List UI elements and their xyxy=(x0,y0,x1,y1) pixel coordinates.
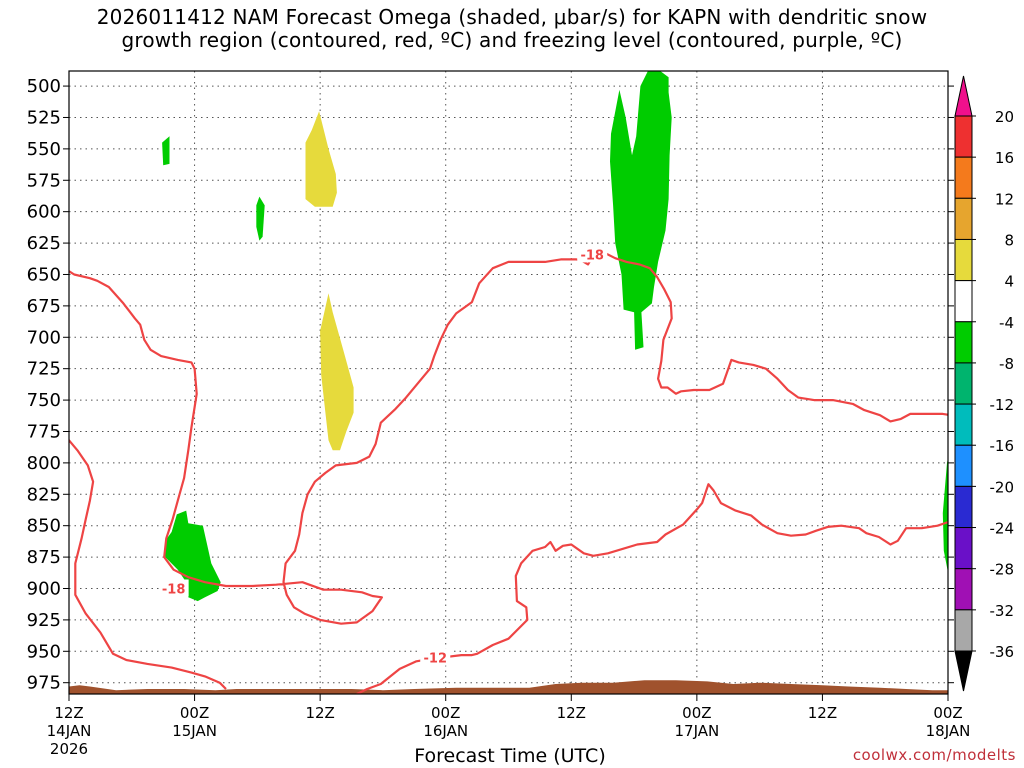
y-tick-label-925: 925 xyxy=(27,610,61,631)
colorbar-label-8: -16 xyxy=(990,437,1015,455)
colorbar-label-5: -4 xyxy=(999,314,1014,332)
colorbar-label-3: 8 xyxy=(1004,231,1014,249)
contour-minus18-upper-label: -18 xyxy=(580,248,604,263)
x-tick-label-72: 12Z xyxy=(808,704,837,722)
x-tick-label-36: 00Z xyxy=(431,704,460,722)
colorbar-band-10 xyxy=(954,527,973,570)
contour-minus18-lower-label-bg xyxy=(158,579,189,597)
y-tick-label-900: 900 xyxy=(27,578,61,599)
colorbar-band-1 xyxy=(954,156,973,199)
x-tick-label-84: 00Z xyxy=(933,704,962,722)
y-tick-label-675: 675 xyxy=(27,296,61,317)
colorbar-label-7: -12 xyxy=(990,396,1015,414)
x-tick-date-12: 15JAN xyxy=(172,722,217,740)
colorbar-top-arrow xyxy=(954,75,973,117)
colorbar-bottom-arrow xyxy=(954,650,973,692)
colorbar-band-0 xyxy=(954,115,973,158)
omega-yellow-1 xyxy=(305,111,337,207)
x-tick-label-60: 00Z xyxy=(682,704,711,722)
colorbar-label-13: -36 xyxy=(990,643,1015,661)
y-tick-label-875: 875 xyxy=(27,547,61,568)
omega-green-4 xyxy=(610,71,672,350)
colorbar-label-6: -8 xyxy=(999,355,1014,373)
colorbar-band-8 xyxy=(954,444,973,487)
x-tick-date-0: 14JAN xyxy=(47,722,92,740)
x-tick-label-48: 12Z xyxy=(557,704,586,722)
y-tick-label-500: 500 xyxy=(27,76,61,97)
chart-title-line-1: 2026011412 NAM Forecast Omega (shaded, μ… xyxy=(96,5,928,29)
y-tick-label-825: 825 xyxy=(27,484,61,505)
colorbar-label-9: -20 xyxy=(990,478,1015,496)
y-tick-label-950: 950 xyxy=(27,641,61,662)
colorbar-band-9 xyxy=(954,485,973,529)
y-tick-label-800: 800 xyxy=(27,453,61,474)
omega-green-1 xyxy=(162,136,170,166)
y-tick-label-775: 775 xyxy=(27,421,61,442)
x-tick-label-0: 12Z xyxy=(54,704,83,722)
colorbar-band-3 xyxy=(954,238,973,282)
y-tick-label-975: 975 xyxy=(27,673,61,694)
colorbar-band-5 xyxy=(954,321,973,364)
y-tick-label-650: 650 xyxy=(27,264,61,285)
y-tick-label-525: 525 xyxy=(27,107,61,128)
contour-minus12-label-bg xyxy=(420,648,451,666)
y-tick-label-750: 750 xyxy=(27,390,61,411)
x-tick-date-84: 18JAN xyxy=(926,722,971,740)
omega-green-5 xyxy=(942,458,948,573)
colorbar-label-12: -32 xyxy=(990,602,1015,620)
x-tick-label-24: 12Z xyxy=(305,704,334,722)
contour-minus18-lower-label: -18 xyxy=(162,582,186,597)
y-tick-label-850: 850 xyxy=(27,516,61,537)
colorbar-label-4: 4 xyxy=(1004,273,1014,291)
y-tick-label-725: 725 xyxy=(27,359,61,380)
contour-minus12-label: -12 xyxy=(424,652,448,667)
y-tick-label-575: 575 xyxy=(27,170,61,191)
colorbar-band-12 xyxy=(954,609,973,652)
y-tick-label-550: 550 xyxy=(27,139,61,160)
omega-yellow-2 xyxy=(320,293,354,451)
x-tick-year-0: 2026 xyxy=(50,740,88,758)
plot-frame xyxy=(68,70,949,695)
colorbar-band-7 xyxy=(954,403,973,446)
chart-title-line-2: growth region (contoured, red, ºC) and f… xyxy=(121,28,903,52)
colorbar-band-4 xyxy=(954,280,973,323)
ground-surface xyxy=(69,680,948,694)
colorbar-label-1: 16 xyxy=(995,149,1014,167)
colorbar-label-0: 20 xyxy=(995,108,1014,126)
chart-title: 2026011412 NAM Forecast Omega (shaded, μ… xyxy=(0,6,1024,52)
contour-minus12 xyxy=(356,483,948,694)
y-tick-label-700: 700 xyxy=(27,327,61,348)
omega-green-3 xyxy=(165,510,221,602)
contour-minus18-upper xyxy=(69,250,948,625)
colorbar-label-2: 12 xyxy=(995,190,1014,208)
colorbar-label-10: -24 xyxy=(990,520,1015,538)
x-tick-date-60: 17JAN xyxy=(674,722,719,740)
colorbar-band-2 xyxy=(954,197,973,240)
y-tick-label-600: 600 xyxy=(27,202,61,223)
colorbar-label-11: -28 xyxy=(990,561,1015,579)
contour-minus18-upper-label-bg xyxy=(577,245,608,263)
contour-minus18-lower xyxy=(69,438,227,690)
x-tick-date-36: 16JAN xyxy=(423,722,468,740)
site-watermark[interactable]: coolwx.com/modelts xyxy=(852,746,1016,764)
colorbar-band-11 xyxy=(954,568,973,611)
plot-area: -18 -18 -12 xyxy=(69,71,948,694)
y-tick-label-625: 625 xyxy=(27,233,61,254)
colorbar-band-6 xyxy=(954,362,973,405)
omega-green-2 xyxy=(256,196,265,241)
x-tick-label-12: 00Z xyxy=(180,704,209,722)
